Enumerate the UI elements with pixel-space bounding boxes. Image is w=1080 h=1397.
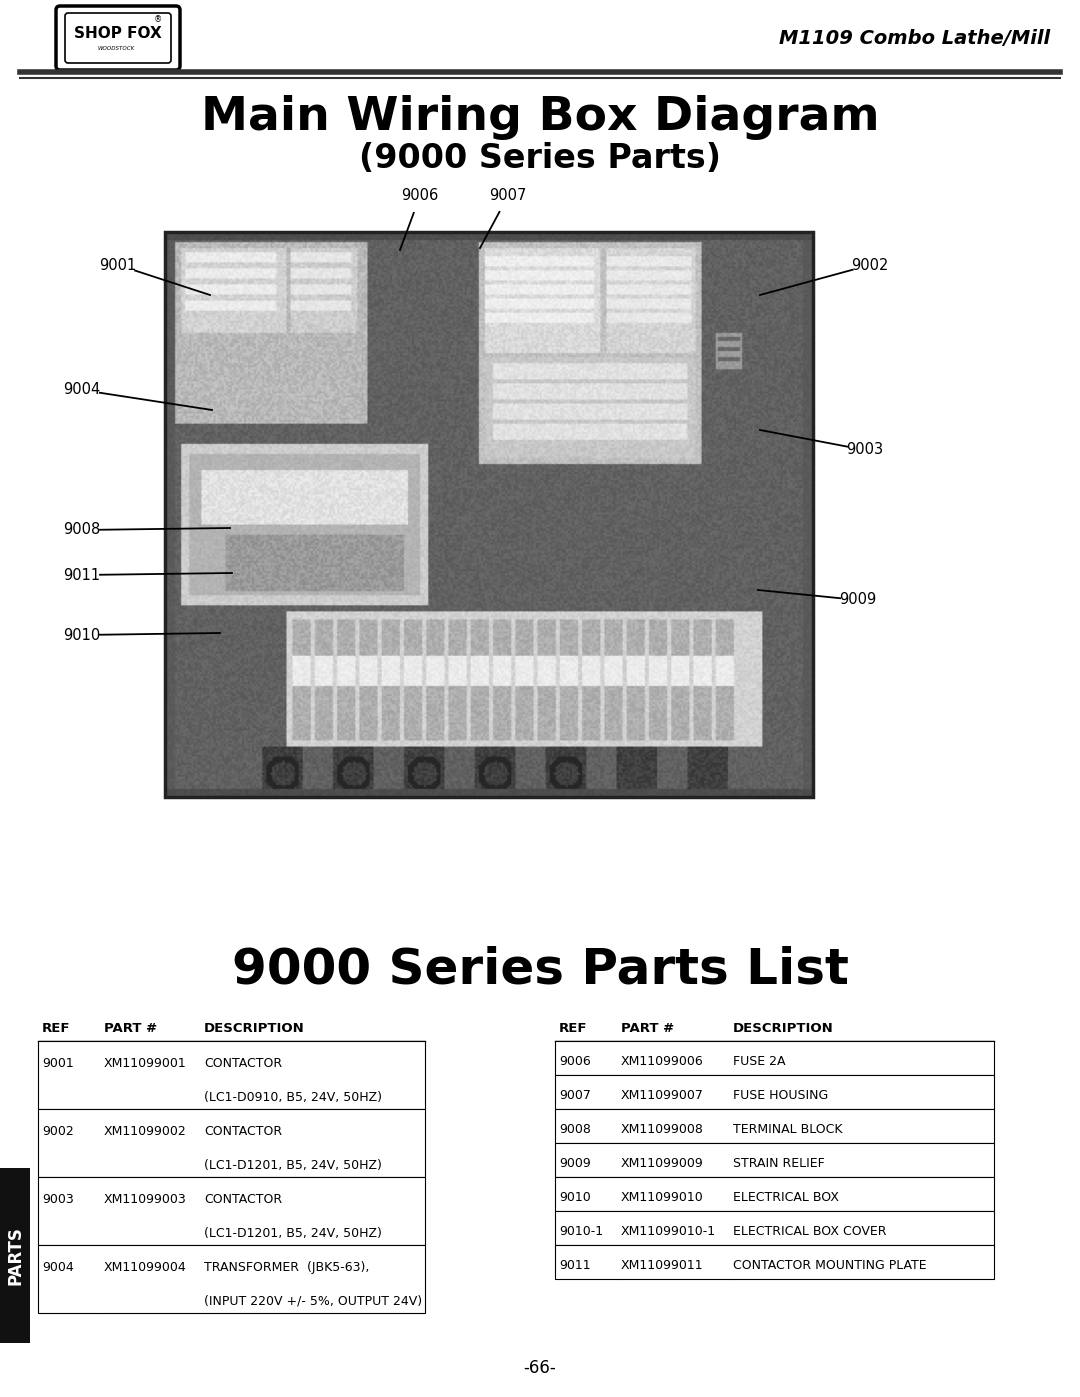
Text: (LC1-D1201, B5, 24V, 50HZ): (LC1-D1201, B5, 24V, 50HZ) xyxy=(204,1227,382,1239)
Text: 9011: 9011 xyxy=(559,1259,591,1271)
Text: M1109 Combo Lathe/Mill: M1109 Combo Lathe/Mill xyxy=(779,28,1050,47)
Text: 9008: 9008 xyxy=(64,522,100,538)
Text: XM11099007: XM11099007 xyxy=(621,1088,704,1102)
Text: XM11099008: XM11099008 xyxy=(621,1123,704,1136)
Text: 9010: 9010 xyxy=(559,1190,591,1204)
Bar xyxy=(555,1178,994,1211)
Bar xyxy=(555,1109,994,1143)
Text: 9006: 9006 xyxy=(559,1055,591,1067)
Text: CONTACTOR: CONTACTOR xyxy=(204,1056,282,1070)
Bar xyxy=(555,1211,994,1245)
Text: TRANSFORMER  (JBK5-63),: TRANSFORMER (JBK5-63), xyxy=(204,1260,369,1274)
Text: CONTACTOR MOUNTING PLATE: CONTACTOR MOUNTING PLATE xyxy=(733,1259,927,1271)
Text: 9003: 9003 xyxy=(42,1193,73,1206)
Text: 9010: 9010 xyxy=(64,627,100,643)
Text: ELECTRICAL BOX: ELECTRICAL BOX xyxy=(733,1190,839,1204)
Text: CONTACTOR: CONTACTOR xyxy=(204,1193,282,1206)
Text: REF: REF xyxy=(559,1023,588,1035)
Bar xyxy=(38,1178,426,1245)
Text: (LC1-D0910, B5, 24V, 50HZ): (LC1-D0910, B5, 24V, 50HZ) xyxy=(204,1091,382,1104)
Text: XM11099009: XM11099009 xyxy=(621,1157,704,1169)
Bar xyxy=(555,1076,994,1109)
Bar xyxy=(555,1245,994,1280)
Text: STRAIN RELIEF: STRAIN RELIEF xyxy=(733,1157,825,1169)
Text: 9006: 9006 xyxy=(402,189,438,204)
Text: 9001: 9001 xyxy=(99,257,137,272)
Text: PARTS: PARTS xyxy=(6,1227,24,1285)
Text: XM11099011: XM11099011 xyxy=(621,1259,704,1271)
Text: 9004: 9004 xyxy=(64,383,100,398)
Text: ®: ® xyxy=(153,15,162,25)
Text: 9004: 9004 xyxy=(42,1260,73,1274)
Text: 9002: 9002 xyxy=(851,257,889,272)
Text: 9009: 9009 xyxy=(839,592,877,608)
Text: 9003: 9003 xyxy=(847,443,883,457)
Text: PART #: PART # xyxy=(104,1023,157,1035)
Text: 9011: 9011 xyxy=(64,567,100,583)
Text: XM11099001: XM11099001 xyxy=(104,1056,187,1070)
Text: SHOP FOX: SHOP FOX xyxy=(75,27,162,42)
Text: XM11099010: XM11099010 xyxy=(621,1190,704,1204)
Text: XM11099003: XM11099003 xyxy=(104,1193,187,1206)
Text: TERMINAL BLOCK: TERMINAL BLOCK xyxy=(733,1123,842,1136)
Text: (LC1-D1201, B5, 24V, 50HZ): (LC1-D1201, B5, 24V, 50HZ) xyxy=(204,1158,382,1172)
Bar xyxy=(165,232,813,798)
Text: FUSE 2A: FUSE 2A xyxy=(733,1055,785,1067)
Text: ELECTRICAL BOX COVER: ELECTRICAL BOX COVER xyxy=(733,1225,887,1238)
Text: 9001: 9001 xyxy=(42,1056,73,1070)
Text: 9007: 9007 xyxy=(489,189,527,204)
Text: FUSE HOUSING: FUSE HOUSING xyxy=(733,1088,828,1102)
Text: XM11099002: XM11099002 xyxy=(104,1125,187,1137)
Text: REF: REF xyxy=(42,1023,70,1035)
Text: 9007: 9007 xyxy=(559,1088,591,1102)
Text: 9002: 9002 xyxy=(42,1125,73,1137)
Text: Main Wiring Box Diagram: Main Wiring Box Diagram xyxy=(201,95,879,141)
FancyBboxPatch shape xyxy=(56,6,180,70)
Text: -66-: -66- xyxy=(524,1359,556,1377)
Text: XM11099004: XM11099004 xyxy=(104,1260,187,1274)
Text: XM11099010-1: XM11099010-1 xyxy=(621,1225,716,1238)
Text: 9009: 9009 xyxy=(559,1157,591,1169)
FancyBboxPatch shape xyxy=(65,13,171,63)
Text: 9000 Series Parts List: 9000 Series Parts List xyxy=(231,946,849,995)
Text: DESCRIPTION: DESCRIPTION xyxy=(204,1023,305,1035)
Text: (INPUT 220V +/- 5%, OUTPUT 24V): (INPUT 220V +/- 5%, OUTPUT 24V) xyxy=(204,1295,422,1308)
Text: DESCRIPTION: DESCRIPTION xyxy=(733,1023,834,1035)
Text: CONTACTOR: CONTACTOR xyxy=(204,1125,282,1137)
Text: PART #: PART # xyxy=(621,1023,674,1035)
Bar xyxy=(38,1041,426,1109)
Text: XM11099006: XM11099006 xyxy=(621,1055,704,1067)
Bar xyxy=(0,1168,30,1343)
Bar xyxy=(38,1109,426,1178)
Text: (9000 Series Parts): (9000 Series Parts) xyxy=(359,141,721,175)
Text: 9008: 9008 xyxy=(559,1123,591,1136)
Bar xyxy=(555,1041,994,1076)
Bar xyxy=(38,1245,426,1313)
Bar xyxy=(555,1143,994,1178)
Text: 9010-1: 9010-1 xyxy=(559,1225,603,1238)
Text: WOODSTOCK: WOODSTOCK xyxy=(97,46,135,50)
